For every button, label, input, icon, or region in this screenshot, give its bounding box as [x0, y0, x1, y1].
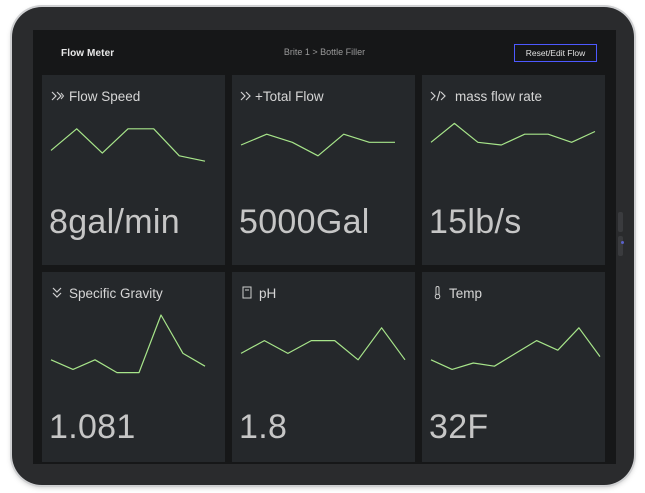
temp-sparkline [430, 327, 601, 371]
tile-header: Flow Speed [50, 88, 140, 104]
tile-value: 8gal/min [49, 203, 180, 241]
tile-label: +Total Flow [255, 88, 324, 104]
sparkline-path [50, 128, 206, 162]
thermometer-icon [430, 286, 446, 300]
specific-gravity-sparkline [50, 314, 206, 374]
app-title: Flow Meter [61, 48, 115, 59]
tile-value: 1.8 [239, 408, 288, 446]
total-flow-sparkline [240, 133, 395, 157]
tile-total-flow[interactable]: +Total Flow 5000Gal [232, 75, 415, 265]
tile-specific-gravity[interactable]: Specific Gravity 1.081 [42, 272, 225, 462]
flow-speed-sparkline [50, 128, 206, 162]
specific-gravity-chevron-icon [50, 286, 66, 300]
tile-header: Temp [430, 285, 482, 301]
tile-mass-flow-rate[interactable]: mass flow rate 15lb/s [422, 75, 605, 265]
mass-flow-rate-sparkline [430, 122, 596, 146]
breadcrumb[interactable]: Brite 1 > Bottle Filler [283, 47, 366, 57]
tile-value: 15lb/s [429, 203, 522, 241]
flow-speed-chevrons-icon [50, 89, 66, 103]
total-flow-chevrons-icon [240, 89, 256, 103]
tile-header: pH [240, 285, 276, 301]
ph-sparkline [240, 327, 406, 361]
tile-ph[interactable]: pH 1.8 [232, 272, 415, 462]
tile-label: Temp [449, 285, 483, 301]
tablet-indicator-light [621, 241, 624, 244]
app-screen: Flow Meter Brite 1 > Bottle Filler Reset… [33, 30, 616, 464]
mass-flow-rate-icon [430, 89, 452, 103]
app-header: Flow Meter Brite 1 > Bottle Filler Reset… [33, 30, 616, 80]
tile-header: +Total Flow [240, 88, 324, 104]
sparkline-path [50, 314, 206, 374]
sparkline-path [430, 122, 596, 146]
tile-header: mass flow rate [430, 88, 542, 104]
tile-label: mass flow rate [455, 88, 543, 104]
tile-header: Specific Gravity [50, 285, 163, 301]
tablet-side-button [618, 236, 623, 256]
tile-value: 5000Gal [239, 203, 370, 241]
sparkline-path [240, 327, 406, 361]
tile-label: Flow Speed [69, 88, 141, 104]
tile-value: 1.081 [49, 408, 136, 446]
tablet-side-button [618, 212, 623, 232]
tile-flow-speed[interactable]: Flow Speed 8gal/min [42, 75, 225, 265]
tile-value: 32F [429, 408, 489, 446]
tile-label: Specific Gravity [69, 285, 163, 301]
tile-label: pH [259, 285, 277, 301]
sparkline-path [240, 133, 395, 157]
reset-edit-flow-button[interactable]: Reset/Edit Flow [514, 44, 597, 62]
ph-meter-icon [240, 286, 256, 300]
metrics-grid: Flow Speed 8gal/min +Total Flow 5000Gal [42, 75, 606, 463]
sparkline-path [430, 327, 601, 371]
tile-temp[interactable]: Temp 32F [422, 272, 605, 462]
